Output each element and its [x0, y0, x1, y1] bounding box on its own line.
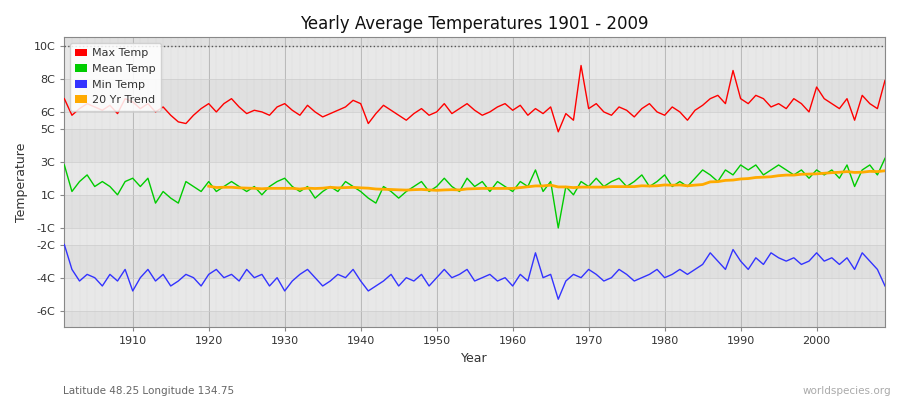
Y-axis label: Temperature: Temperature — [15, 143, 28, 222]
Bar — [64, 311, 885, 328]
Bar — [64, 46, 885, 79]
Bar — [64, 195, 885, 228]
Bar — [64, 278, 885, 311]
Bar — [64, 162, 885, 195]
X-axis label: Year: Year — [462, 352, 488, 365]
Bar — [64, 37, 885, 46]
Bar — [64, 112, 885, 128]
Bar — [64, 228, 885, 244]
Title: Yearly Average Temperatures 1901 - 2009: Yearly Average Temperatures 1901 - 2009 — [301, 15, 649, 33]
Legend: Max Temp, Mean Temp, Min Temp, 20 Yr Trend: Max Temp, Mean Temp, Min Temp, 20 Yr Tre… — [70, 43, 161, 111]
Bar — [64, 79, 885, 112]
Bar — [64, 244, 885, 278]
Text: Latitude 48.25 Longitude 134.75: Latitude 48.25 Longitude 134.75 — [63, 386, 234, 396]
Bar — [64, 128, 885, 162]
Text: worldspecies.org: worldspecies.org — [803, 386, 891, 396]
